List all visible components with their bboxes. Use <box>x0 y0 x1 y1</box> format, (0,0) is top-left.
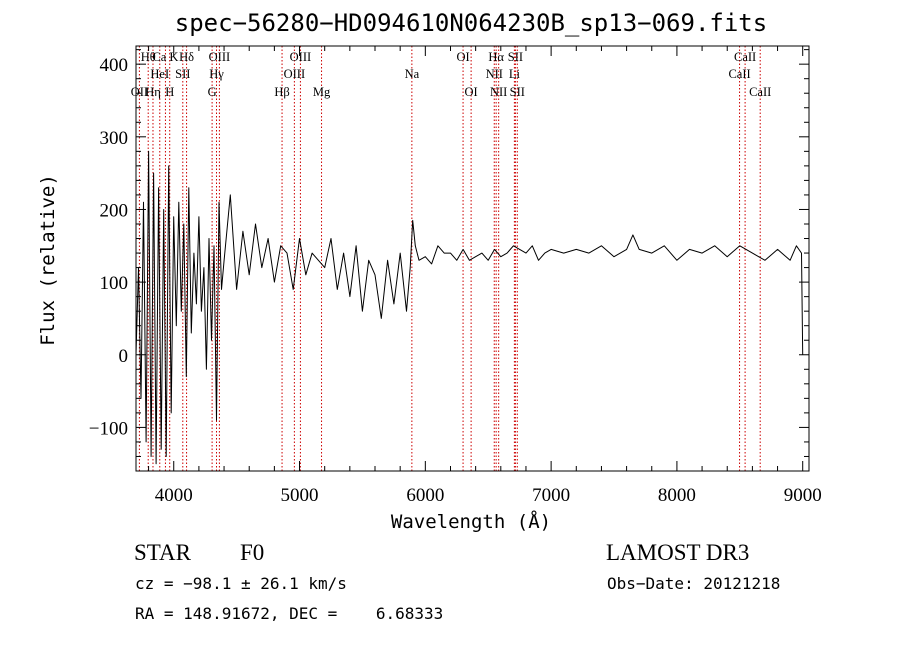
line-label-26: CaII <box>749 85 771 99</box>
coordinates: RA = 148.91672, DEC = 6.68333 <box>135 604 443 623</box>
y-tick-label-5: 400 <box>100 55 129 76</box>
x-tick-label-1: 5000 <box>281 485 319 506</box>
line-label-19: NII <box>486 67 503 81</box>
y-tick-label-3: 200 <box>100 200 129 221</box>
line-label-0: OII <box>131 85 148 99</box>
line-label-3: HeI <box>150 67 169 81</box>
x-tick-label-4: 8000 <box>658 485 696 506</box>
line-label-11: Hβ <box>274 85 289 99</box>
y-axis-label: Flux (relative) <box>37 174 59 346</box>
x-axis-label: Wavelength (Å) <box>391 510 551 533</box>
redshift-text: cz = −98.1 ± 26.1 km/s <box>135 574 347 593</box>
line-label-2: Ca K <box>152 50 178 64</box>
x-tick-label-2: 6000 <box>406 485 444 506</box>
line-label-10: G <box>208 85 217 99</box>
line-label-21: SII <box>508 50 523 64</box>
line-label-14: Mg <box>313 85 331 99</box>
line-label-13: OIII <box>284 67 306 81</box>
x-tick-labels: 4000 5000 6000 7000 8000 9000 <box>155 485 822 506</box>
y-tick-label-4: 300 <box>100 128 129 149</box>
line-label-20: NII <box>490 85 507 99</box>
object-class: STAR <box>134 540 192 565</box>
obs-date: Obs−Date: 20121218 <box>607 574 780 593</box>
y-tick-labels: −100 0 100 200 300 400 <box>89 55 128 439</box>
x-tick-label-3: 7000 <box>532 485 570 506</box>
line-label-8: OIII <box>209 50 231 64</box>
spectral-line-markers <box>138 46 761 471</box>
y-tick-label-0: −100 <box>89 418 128 439</box>
line-label-18: Hα <box>488 50 504 64</box>
line-label-17: OI <box>465 85 478 99</box>
line-label-6: Hδ <box>179 50 194 64</box>
line-label-1: Hθ <box>141 50 156 64</box>
chart-title: spec−56280−HD094610N064230B_sp13−069.fit… <box>175 9 767 37</box>
spectrum-layer <box>135 150 804 465</box>
line-label-5: H <box>165 85 174 99</box>
survey-name: LAMOST DR3 <box>606 540 749 565</box>
line-label-15: Na <box>405 67 420 81</box>
line-label-22: Li <box>509 67 521 81</box>
line-label-16: OI <box>456 50 469 64</box>
y-tick-label-1: 0 <box>119 346 129 367</box>
line-label-7: SII <box>175 67 190 81</box>
line-label-9: Hγ <box>209 67 224 81</box>
line-label-4: Hη <box>145 85 161 99</box>
plot-frame <box>135 45 810 472</box>
y-tick-label-2: 100 <box>100 273 129 294</box>
axis-ticks <box>136 46 809 472</box>
line-label-23: SII <box>510 85 525 99</box>
line-label-12: OIII <box>290 50 312 64</box>
x-tick-label-0: 4000 <box>155 485 193 506</box>
line-label-24: CaII <box>734 50 756 64</box>
spectrum-line <box>135 150 804 465</box>
spectral-subclass: F0 <box>240 540 264 565</box>
line-label-25: CaII <box>728 67 750 81</box>
x-tick-label-5: 9000 <box>784 485 822 506</box>
